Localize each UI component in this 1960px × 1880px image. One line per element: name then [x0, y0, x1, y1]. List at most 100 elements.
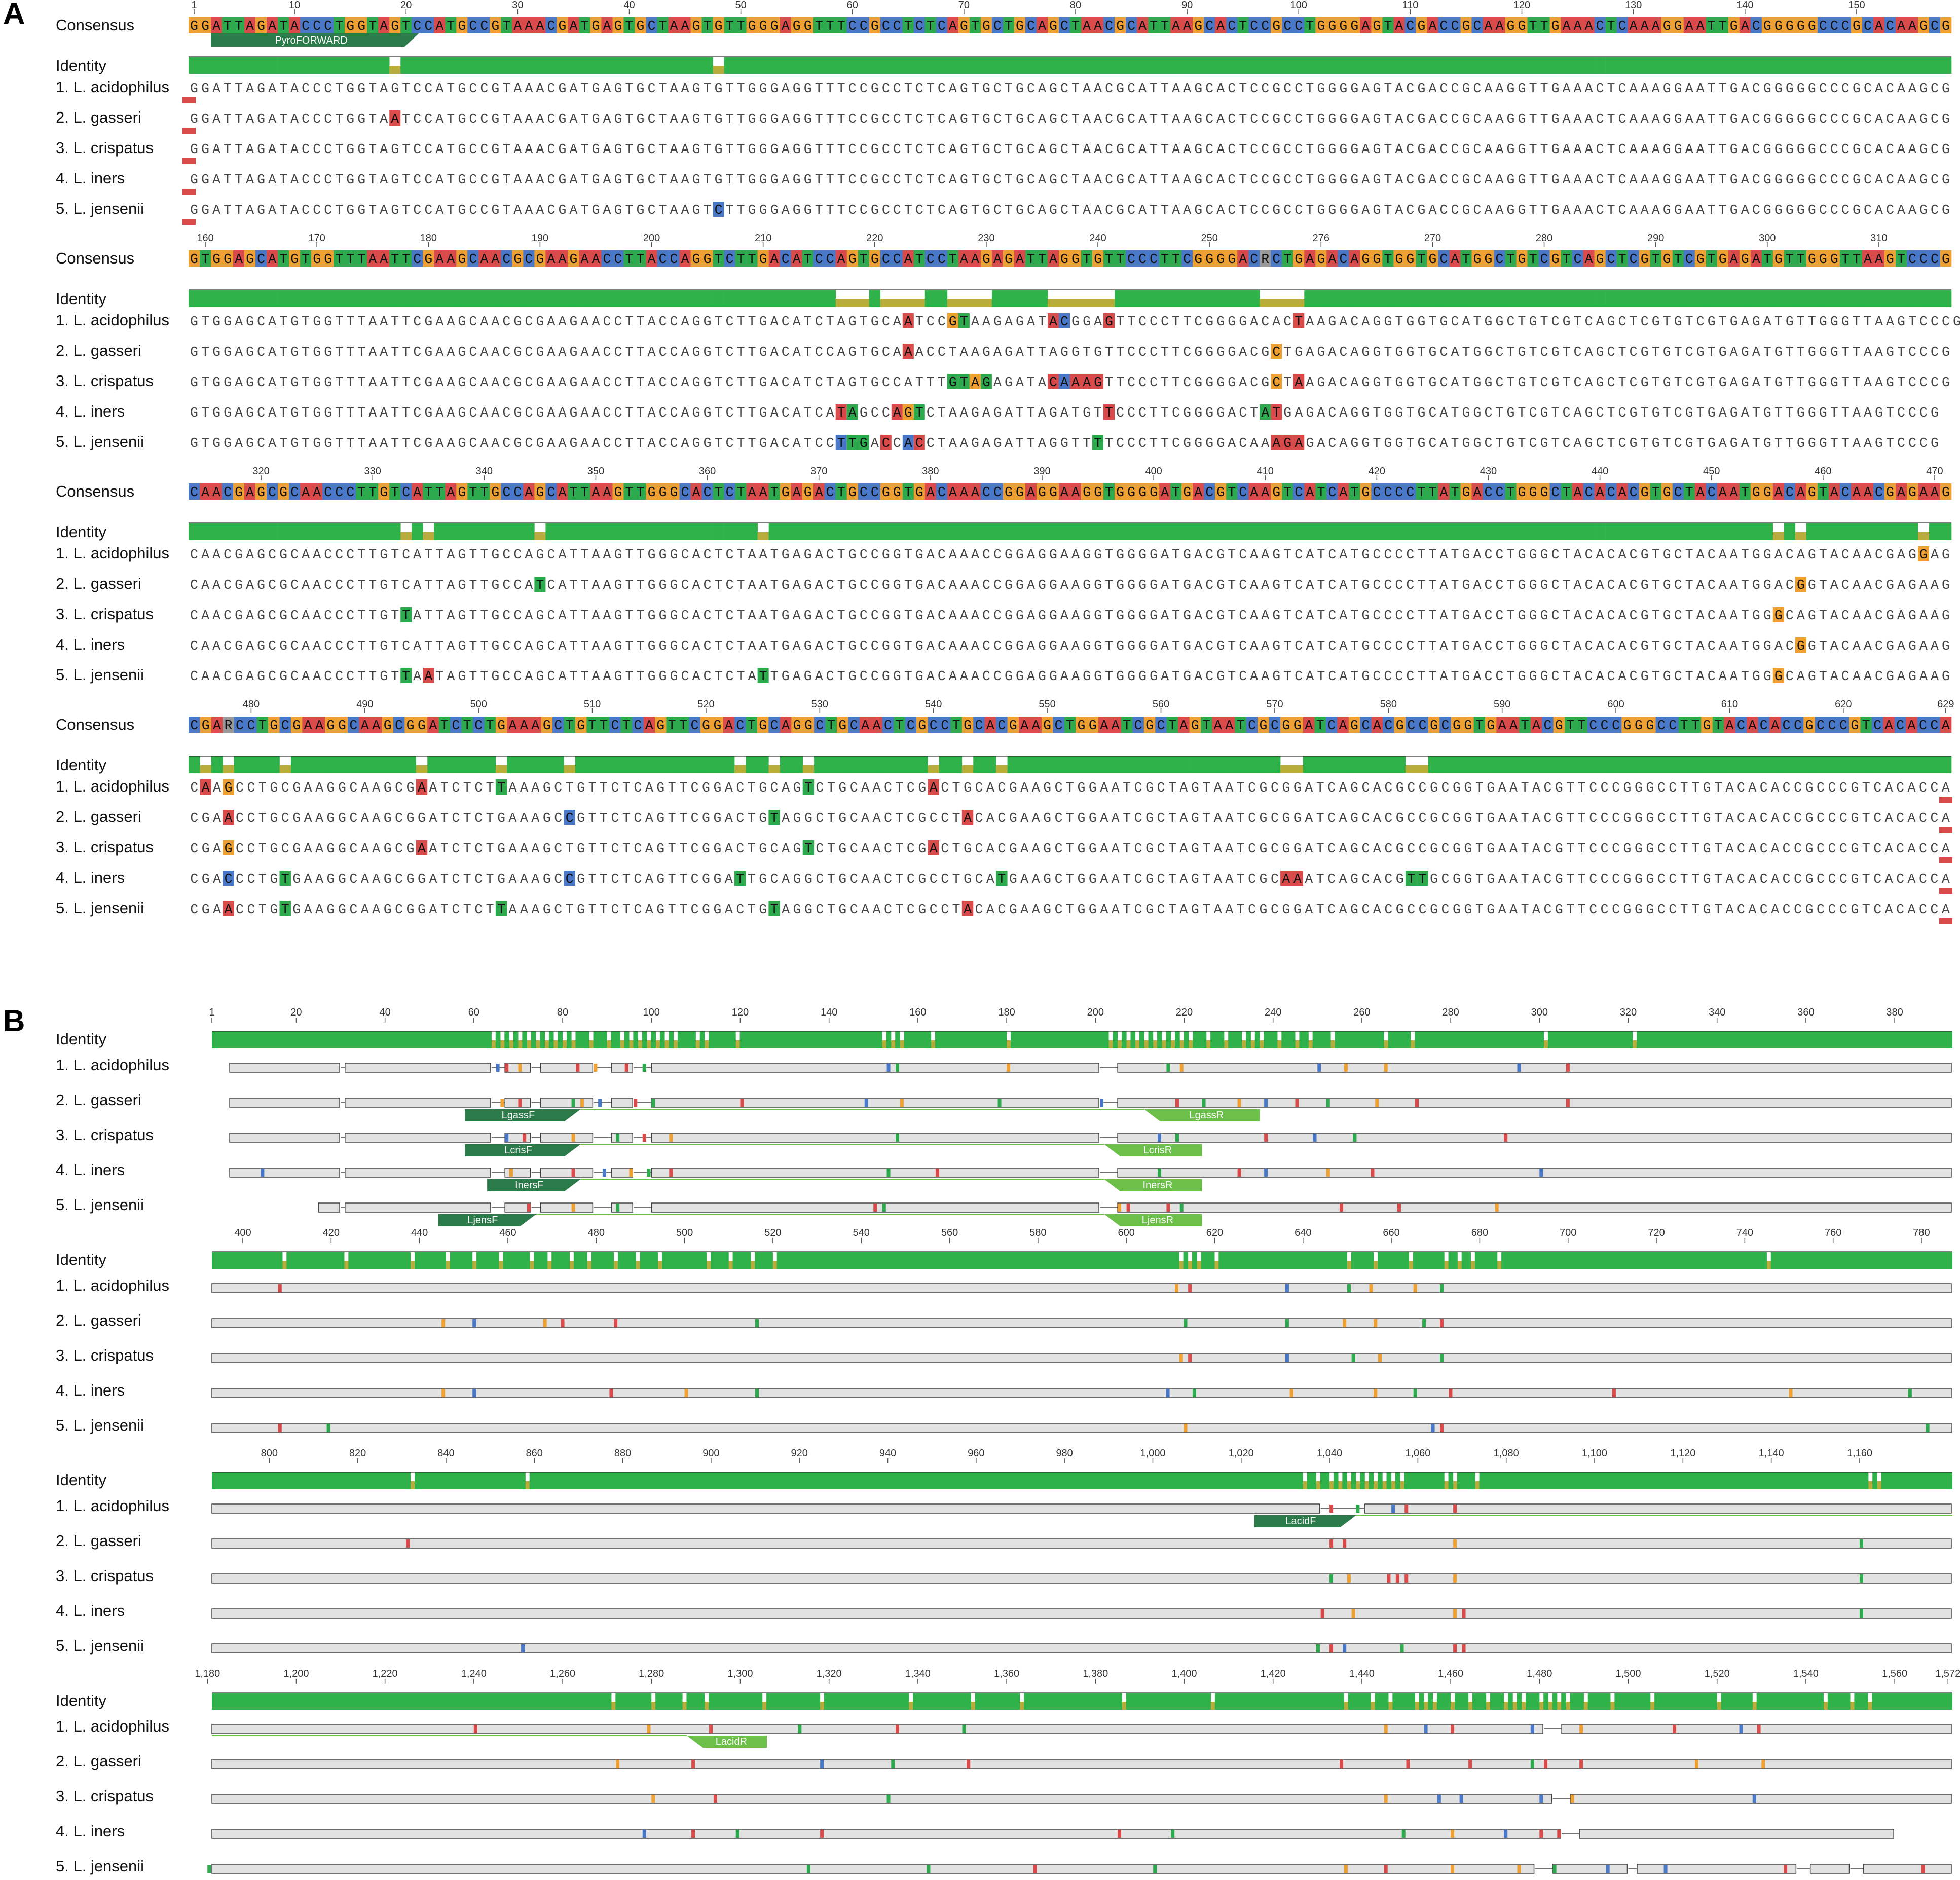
sequence-letter: T: [279, 375, 287, 390]
sequence-letter: C: [1473, 111, 1482, 127]
sequence-letter: C: [1283, 172, 1291, 187]
consensus-letter: G: [804, 485, 812, 500]
identity-full-bar: [1906, 57, 1918, 74]
consensus-letter: C: [782, 252, 790, 267]
identity-full-bar: [189, 523, 200, 540]
sequence-letter: G: [491, 203, 499, 218]
identity-full-bar: [1494, 290, 1505, 307]
consensus-letter: C: [736, 718, 744, 733]
consensus-letter: A: [380, 19, 388, 34]
consensus-letter: T: [566, 718, 574, 733]
consensus-label: Consensus: [56, 716, 134, 733]
identity-full-bar: [367, 290, 379, 307]
sequence-letter: T: [971, 203, 979, 218]
consensus-letter: A: [212, 19, 220, 34]
sequence-letter: C: [302, 203, 310, 218]
sequence-letter: G: [1361, 405, 1370, 421]
sequence-letter: C: [502, 669, 510, 684]
sequence-letter: T: [715, 547, 723, 562]
identity-full-bar: [378, 57, 390, 74]
sequence-letter: A: [1194, 578, 1202, 593]
sequence-letter: G: [1473, 405, 1482, 421]
sequence-letter: C: [324, 203, 332, 218]
sequence-letter: G: [1462, 111, 1470, 127]
sequence-letter: G: [1540, 405, 1548, 421]
sequence-letter: T: [1853, 314, 1861, 329]
sequence-letter: C: [1585, 669, 1593, 684]
sequence-letter: C: [1596, 111, 1604, 127]
read-end-marker: [1939, 797, 1952, 803]
sequence-letter: C: [860, 608, 868, 623]
identity-full-bar: [1884, 57, 1896, 74]
sequence-letter: A: [447, 638, 455, 654]
sequence-letter: G: [1763, 203, 1771, 218]
sequence-letter: G: [1585, 436, 1593, 451]
sequence-letter: A: [1696, 578, 1705, 593]
consensus-letter: T: [279, 19, 287, 34]
sequence-letter: T: [1607, 111, 1615, 127]
sequence-letter: C: [815, 345, 823, 360]
sequence-letter: G: [1049, 203, 1057, 218]
identity-partial-bar: [1092, 299, 1104, 307]
consensus-letter: G: [279, 485, 287, 500]
sequence-letter: G: [1663, 172, 1671, 187]
identity-full-bar: [654, 756, 667, 773]
identity-full-bar: [523, 290, 535, 307]
sequence-letter: C: [1819, 203, 1827, 218]
identity-full-bar: [913, 57, 926, 74]
sequence-letter: G: [338, 872, 346, 887]
sequence-letter: G: [458, 638, 466, 654]
sequence-letter: C: [882, 172, 890, 187]
identity-full-bar: [1628, 290, 1639, 307]
sequence-letter: C: [1055, 780, 1063, 796]
consensus-letter: A: [1214, 718, 1222, 733]
sequence-letter: G: [1641, 578, 1649, 593]
sequence-letter: A: [782, 142, 790, 157]
sequence-letter: G: [1462, 81, 1470, 96]
sequence-letter: G: [949, 314, 957, 329]
sequence-letter: G: [1942, 81, 1950, 96]
sequence-letter: T: [904, 547, 912, 562]
sequence-letter: T: [837, 547, 845, 562]
consensus-letter: A: [558, 485, 566, 500]
identity-full-bar: [1772, 290, 1785, 307]
sequence-letter: C: [704, 578, 712, 593]
sequence-letter: T: [1507, 345, 1515, 360]
sequence-letter: C: [1328, 608, 1336, 623]
sequence-letter: G: [1851, 780, 1859, 796]
sequence-letter: C: [1485, 405, 1493, 421]
sequence-letter: T: [1774, 405, 1783, 421]
sequence-letter: G: [770, 203, 779, 218]
sequence-letter: C: [547, 638, 555, 654]
sequence-letter: T: [463, 811, 471, 826]
sequence-letter: T: [1708, 375, 1716, 390]
sequence-letter: C: [1817, 811, 1825, 826]
sequence-letter: A: [1618, 608, 1626, 623]
sequence-letter: A: [986, 780, 994, 796]
sequence-letter: C: [1607, 608, 1615, 623]
identity-full-bar: [780, 290, 791, 307]
sequence-letter: A: [1574, 111, 1582, 127]
sequence-letter: A: [525, 547, 533, 562]
sequence-letter: T: [335, 345, 343, 360]
sequence-letter: G: [804, 142, 812, 157]
sequence-letter: G: [1417, 142, 1425, 157]
consensus-letter: T: [1283, 252, 1291, 267]
consensus-letter: T: [1172, 252, 1180, 267]
sequence-letter: A: [1295, 436, 1303, 451]
sequence-letter: G: [692, 345, 700, 360]
consensus-base: [612, 250, 624, 267]
identity-full-bar: [690, 290, 702, 307]
consensus-base: [557, 17, 568, 33]
sequence-letter: A: [603, 547, 611, 562]
sequence-letter: T: [1283, 578, 1291, 593]
sequence-letter: G: [1183, 405, 1191, 421]
sequence-letter: T: [927, 203, 935, 218]
sequence-letter: G: [1853, 172, 1861, 187]
sequence-letter: G: [190, 172, 198, 187]
consensus-letter: T: [804, 252, 812, 267]
sequence-letter: A: [592, 638, 600, 654]
sequence-letter: T: [1652, 578, 1660, 593]
identity-full-bar: [1047, 523, 1059, 540]
sequence-letter: C: [941, 780, 949, 796]
